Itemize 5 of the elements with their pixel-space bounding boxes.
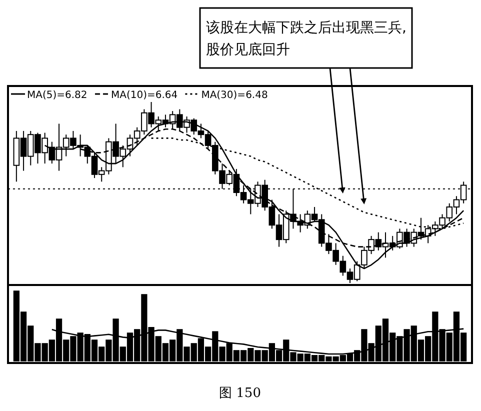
legend-label: MA(30)=6.48 [201, 90, 268, 101]
legend-label: MA(10)=6.64 [111, 90, 178, 101]
caption: 图 150 [219, 386, 261, 401]
text: 该股在大幅下跌之后出现黑三兵, 股价见底回升 [206, 20, 406, 58]
legend-label: MA(5)=6.82 [27, 90, 88, 101]
